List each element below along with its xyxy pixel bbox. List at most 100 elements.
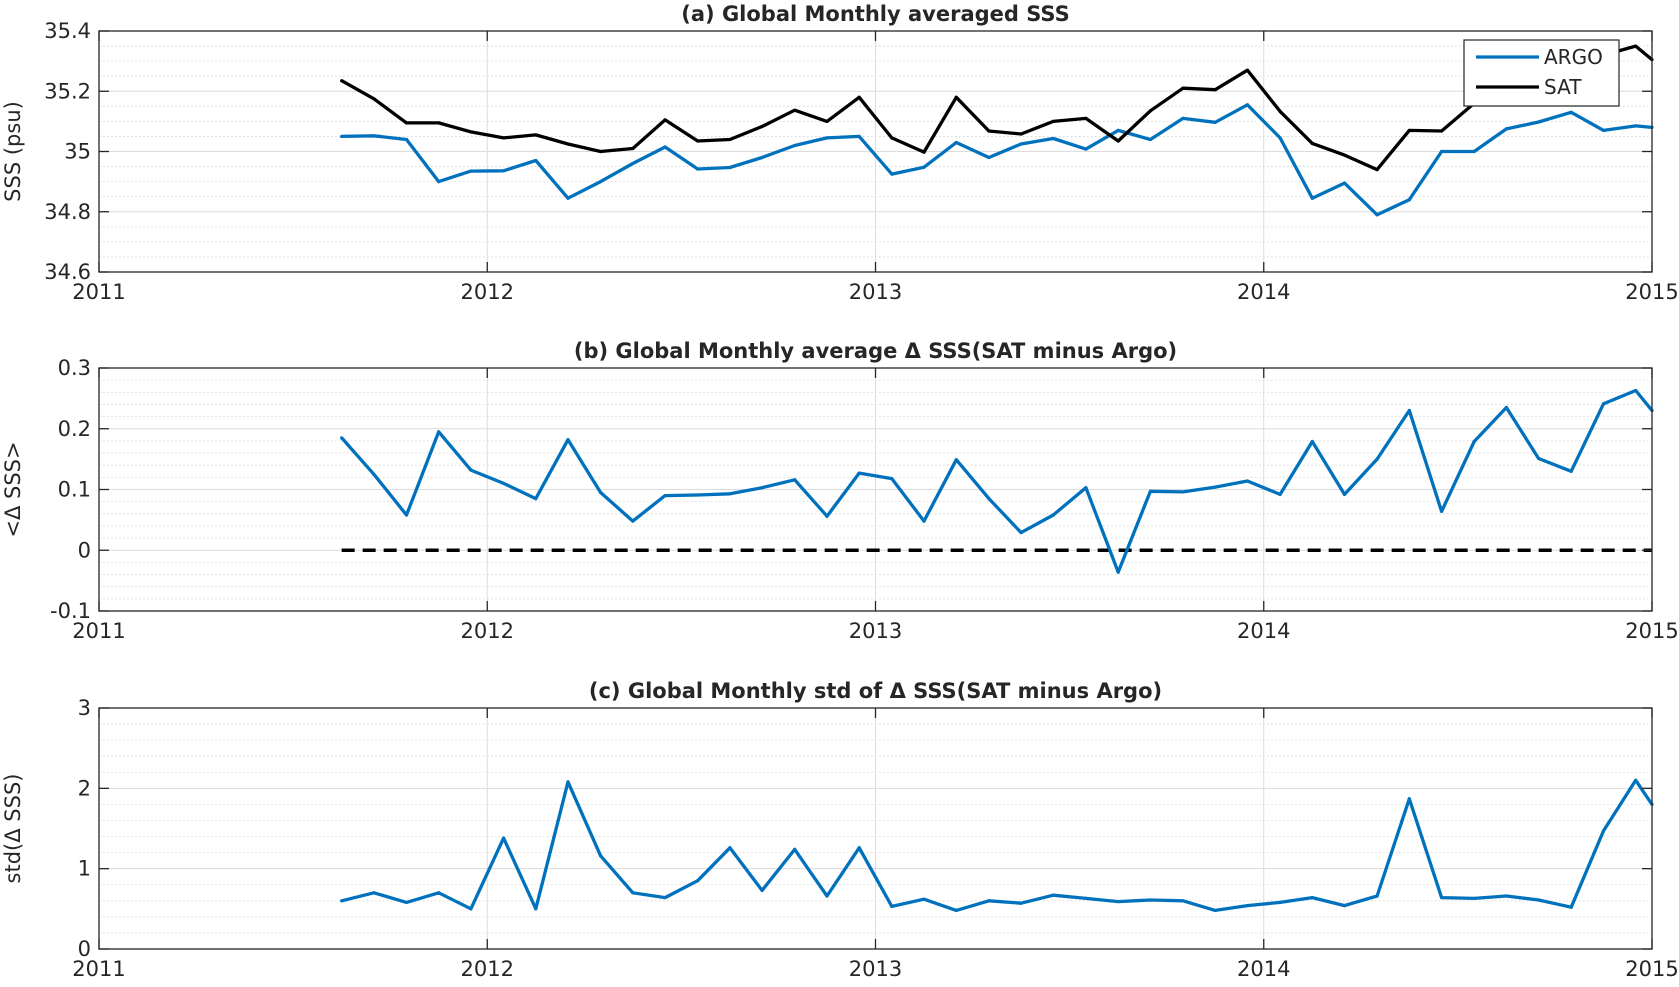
legend: ARGO SAT [1463,39,1620,107]
series-b-0 [340,388,1654,574]
data-point [566,196,570,200]
data-point [1278,109,1282,114]
data-point [1342,181,1347,185]
data-point [663,895,667,900]
data-point [1537,120,1541,124]
x-tick-label: 2015 [1625,619,1678,643]
data-point [631,146,635,151]
data-point [1148,137,1152,142]
data-point [728,165,732,170]
series-c-0 [340,778,1654,913]
x-tick-label: 2012 [461,280,514,304]
x-tick-label: 2014 [1237,619,1290,643]
data-point [1213,485,1217,489]
data-point [1051,513,1055,517]
data-point [437,121,441,125]
x-tick-label: 2011 [72,619,125,643]
data-point [760,888,764,892]
y-tick-label: 0 [78,937,91,961]
data-point [372,891,376,895]
y-tick-label: 0.2 [58,417,91,441]
data-point [372,97,376,101]
data-point [340,899,344,903]
data-point [1084,116,1088,120]
legend-label: ARGO [1544,45,1603,69]
data-point [760,486,764,490]
y-tick-label: 35.2 [44,79,91,103]
data-point [987,899,991,903]
data-point [631,161,635,166]
y-axis-label: <Δ SSS> [1,441,25,537]
data-point [1116,139,1120,143]
y-tick-label: 3 [78,696,91,720]
y-tick-label: 35.4 [44,19,91,43]
data-point [469,468,473,472]
data-point [1181,490,1185,494]
data-point [1407,797,1411,801]
x-tick-label: 2013 [849,280,902,304]
data-point [501,169,506,173]
data-point [1116,900,1120,904]
series-line [341,103,1653,217]
data-point [1051,136,1055,141]
series-line [341,778,1654,913]
data-point [1181,116,1185,120]
data-point [1375,894,1379,898]
y-tick-label: 34.6 [44,260,91,284]
data-point [1504,405,1509,410]
data-point [1375,167,1379,172]
x-tick-label: 2012 [461,619,514,643]
legend-label: SAT [1544,75,1582,99]
x-tick-label: 2015 [1625,957,1678,981]
data-point [1084,486,1088,490]
data-point [599,149,603,154]
data-point [1019,142,1023,146]
data-point [1245,904,1250,908]
data-point [760,124,764,129]
data-point [599,854,603,858]
data-point [1116,128,1120,133]
data-point [469,169,473,173]
x-tick-label: 2011 [72,957,125,981]
series-line [340,388,1654,574]
data-point [793,108,797,112]
data-point [1601,128,1606,133]
data-point [922,897,926,901]
data-point [631,519,635,523]
data-point [1472,149,1476,154]
data-point [1181,86,1185,90]
data-point [954,908,958,913]
data-point [890,136,894,140]
data-point [825,136,829,140]
data-point [1601,829,1606,833]
data-point [922,150,926,154]
x-tick-label: 2012 [461,957,514,981]
y-tick-label: -0.1 [50,599,91,623]
data-point [663,493,667,498]
data-point [1148,109,1152,113]
data-point [404,121,409,125]
y-tick-label: 0.1 [58,478,91,502]
data-point [340,134,344,139]
data-point [890,476,894,481]
data-point [857,846,861,850]
panel-b: 2011 2012 2013 2014 2015 -0.1 0 0.1 0.2 0.3 (b) Gl… [1,339,1679,643]
data-point [1342,153,1347,157]
data-point [825,119,829,123]
data-point [1213,120,1217,124]
data-point [1148,489,1152,493]
data-point [1634,778,1638,782]
y-axis-label: std(Δ SSS) [1,774,25,884]
data-point [1375,457,1379,461]
data-point [987,129,991,133]
data-point [987,155,991,160]
series-line [340,44,1654,172]
data-point [1245,103,1250,107]
data-point [1278,136,1282,140]
data-point [728,492,732,496]
data-point [534,907,538,911]
data-point [372,472,376,476]
data-point [1537,898,1541,902]
